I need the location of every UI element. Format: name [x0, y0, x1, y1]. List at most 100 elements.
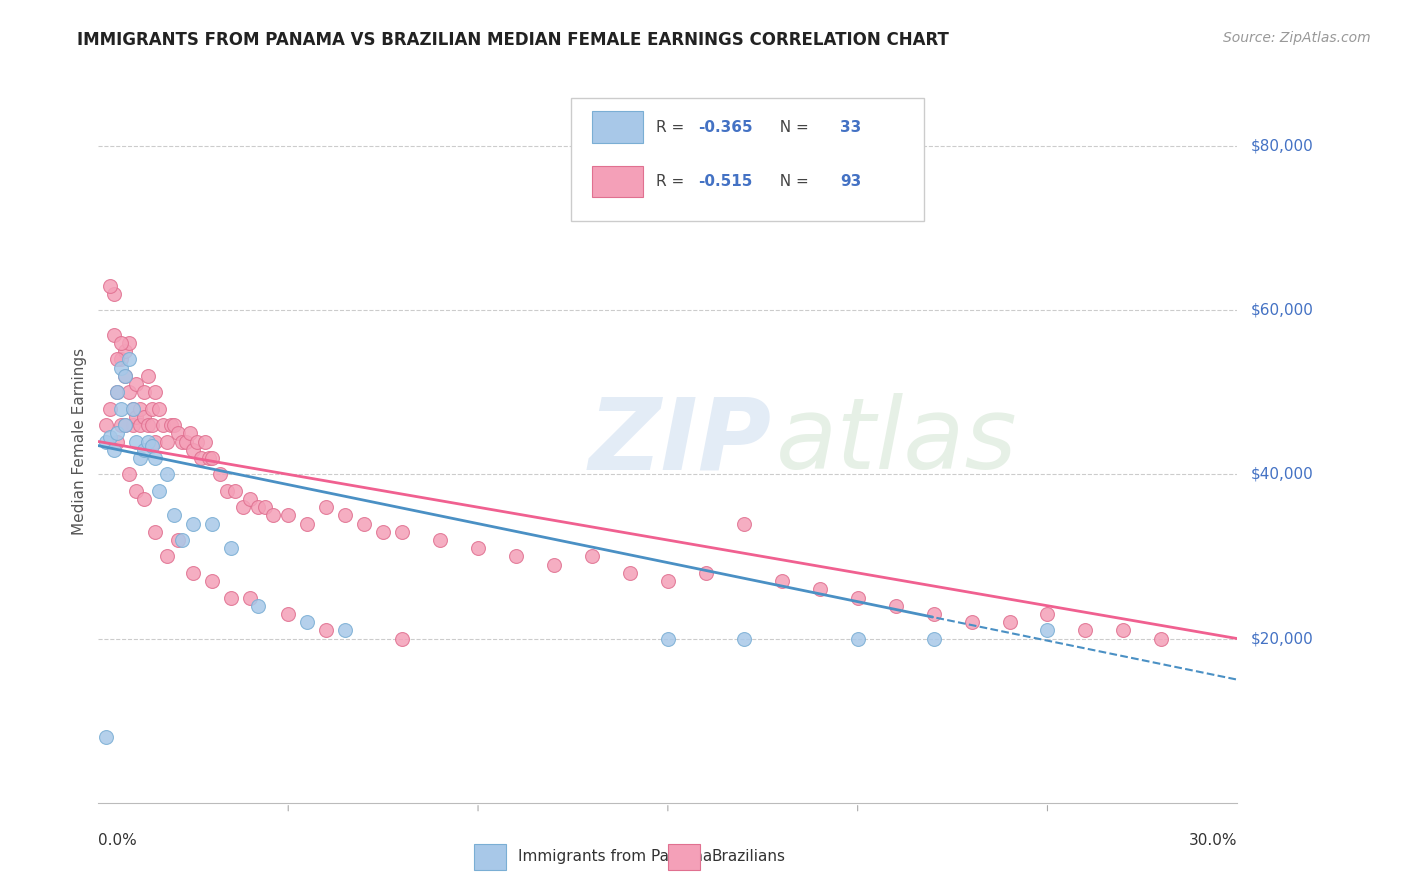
Point — [353, 516, 375, 531]
Point — [156, 434, 179, 449]
Point — [114, 368, 136, 383]
Point — [846, 591, 869, 605]
Point — [132, 385, 155, 400]
Text: Source: ZipAtlas.com: Source: ZipAtlas.com — [1223, 31, 1371, 45]
Point — [186, 434, 208, 449]
Point — [808, 582, 831, 597]
Text: ZIP: ZIP — [588, 393, 770, 490]
Text: -0.365: -0.365 — [699, 120, 754, 135]
Point — [118, 352, 141, 367]
FancyBboxPatch shape — [592, 112, 643, 143]
Point — [118, 467, 141, 482]
Point — [107, 352, 129, 367]
Point — [619, 566, 641, 580]
Point — [232, 500, 254, 515]
Point — [107, 385, 129, 400]
Point — [246, 599, 269, 613]
Point — [733, 632, 755, 646]
Text: IMMIGRANTS FROM PANAMA VS BRAZILIAN MEDIAN FEMALE EARNINGS CORRELATION CHART: IMMIGRANTS FROM PANAMA VS BRAZILIAN MEDI… — [77, 31, 949, 49]
Point — [221, 541, 243, 556]
Point — [141, 439, 163, 453]
Point — [657, 632, 679, 646]
Point — [132, 409, 155, 424]
Point — [141, 401, 163, 416]
FancyBboxPatch shape — [474, 844, 506, 870]
Text: N =: N = — [770, 120, 814, 135]
Point — [148, 483, 170, 498]
Point — [163, 508, 186, 523]
Point — [156, 549, 179, 564]
Point — [770, 574, 793, 588]
Point — [335, 508, 357, 523]
Text: Immigrants from Panama: Immigrants from Panama — [517, 849, 711, 864]
Point — [114, 418, 136, 433]
Point — [121, 401, 143, 416]
Point — [98, 401, 121, 416]
Point — [254, 500, 277, 515]
Text: 93: 93 — [839, 174, 860, 189]
Point — [167, 533, 190, 547]
Point — [107, 426, 129, 441]
Text: $60,000: $60,000 — [1251, 302, 1315, 318]
Point — [125, 483, 148, 498]
Point — [110, 418, 132, 433]
Point — [208, 467, 231, 482]
Point — [239, 591, 262, 605]
Point — [183, 442, 205, 457]
Text: Brazilians: Brazilians — [711, 849, 785, 864]
Text: 33: 33 — [839, 120, 860, 135]
Point — [174, 434, 197, 449]
Point — [103, 286, 125, 301]
Point — [125, 409, 148, 424]
Point — [103, 442, 125, 457]
Point — [136, 418, 159, 433]
Point — [156, 467, 179, 482]
Point — [1112, 624, 1135, 638]
Point — [201, 516, 224, 531]
Point — [391, 524, 413, 539]
Point — [129, 418, 152, 433]
Point — [107, 385, 129, 400]
Point — [297, 516, 319, 531]
Point — [98, 430, 121, 444]
Point — [121, 401, 143, 416]
Point — [221, 591, 243, 605]
Point — [167, 426, 190, 441]
Point — [170, 434, 193, 449]
Text: -0.515: -0.515 — [699, 174, 754, 189]
Point — [145, 385, 167, 400]
Point — [277, 607, 299, 621]
Point — [132, 442, 155, 457]
Point — [132, 491, 155, 506]
Point — [148, 401, 170, 416]
FancyBboxPatch shape — [668, 844, 700, 870]
Point — [110, 336, 132, 351]
Point — [118, 336, 141, 351]
Point — [159, 418, 181, 433]
Text: $20,000: $20,000 — [1251, 632, 1315, 646]
Point — [246, 500, 269, 515]
Point — [110, 401, 132, 416]
Point — [98, 278, 121, 293]
Point — [297, 615, 319, 630]
Point — [922, 607, 945, 621]
Point — [183, 516, 205, 531]
Point — [118, 385, 141, 400]
Point — [170, 533, 193, 547]
Point — [94, 418, 117, 433]
Point — [581, 549, 603, 564]
Point — [125, 434, 148, 449]
Point — [136, 368, 159, 383]
Point — [114, 368, 136, 383]
Point — [657, 574, 679, 588]
Point — [152, 418, 174, 433]
Point — [183, 566, 205, 580]
Text: R =: R = — [657, 174, 689, 189]
Point — [846, 632, 869, 646]
FancyBboxPatch shape — [571, 98, 924, 221]
Text: 30.0%: 30.0% — [1189, 833, 1237, 848]
Point — [429, 533, 451, 547]
Point — [114, 418, 136, 433]
Point — [179, 426, 201, 441]
Point — [695, 566, 717, 580]
